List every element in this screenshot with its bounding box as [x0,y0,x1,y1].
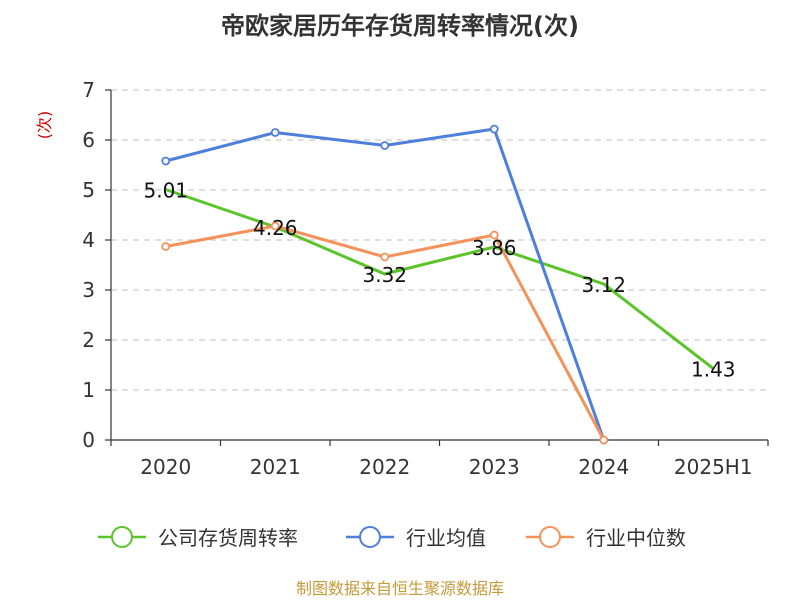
y-tick-label: 4 [82,228,95,252]
data-label: 3.32 [362,263,407,287]
legend-label: 行业中位数 [586,526,686,550]
x-tick-label: 2022 [359,455,410,479]
y-tick-label: 7 [82,78,95,102]
data-label: 5.01 [143,179,188,203]
data-label: 1.43 [691,358,736,382]
data-label: 3.86 [472,236,517,260]
y-tick-labels: 0 1 2 3 4 5 6 7 [82,78,95,452]
y-axis-label: (次) [35,111,54,140]
source-note: 制图数据来自恒生聚源数据库 [296,579,504,598]
y-tick-label: 1 [82,378,95,402]
legend-marker [111,526,133,548]
data-label: 3.12 [581,273,626,297]
data-point [270,221,280,231]
legend-marker [539,526,561,548]
data-point [380,141,390,150]
data-point [599,435,609,445]
y-tick-label: 3 [82,278,95,302]
data-point [489,230,499,240]
x-tick-label: 2020 [140,455,191,479]
data-point [270,128,280,137]
legend-marker [359,526,381,548]
data-label: 4.26 [253,216,298,240]
chart-title: 帝欧家居历年存货周转率情况(次) [221,12,579,40]
data-point [161,242,171,251]
series-line-1 [165,188,715,370]
x-tick-label: 2023 [469,455,520,479]
data-point [161,156,171,166]
legend: 公司存货周转率 行业均值 行业中位数 [98,526,686,550]
x-tick-label: 2025H1 [674,455,753,479]
y-tick-label: 0 [82,428,95,452]
legend-label: 行业均值 [406,526,486,550]
data-point [380,252,390,262]
gridlines [111,89,768,391]
y-tick-label: 5 [82,178,95,202]
x-tick-label: 2021 [250,455,301,479]
y-tick-label: 6 [82,128,95,152]
x-tick-label: 2024 [578,455,629,479]
y-tick-label: 2 [82,328,95,352]
axes [105,89,769,446]
x-tick-labels: 2020 2021 2022 2023 2024 2025H1 [140,455,752,479]
legend-label: 公司存货周转率 [158,526,298,550]
data-point [489,124,499,134]
data-labels: 5.01 4.26 3.32 3.86 3.12 1.43 [143,179,735,382]
series-lines [161,124,715,445]
